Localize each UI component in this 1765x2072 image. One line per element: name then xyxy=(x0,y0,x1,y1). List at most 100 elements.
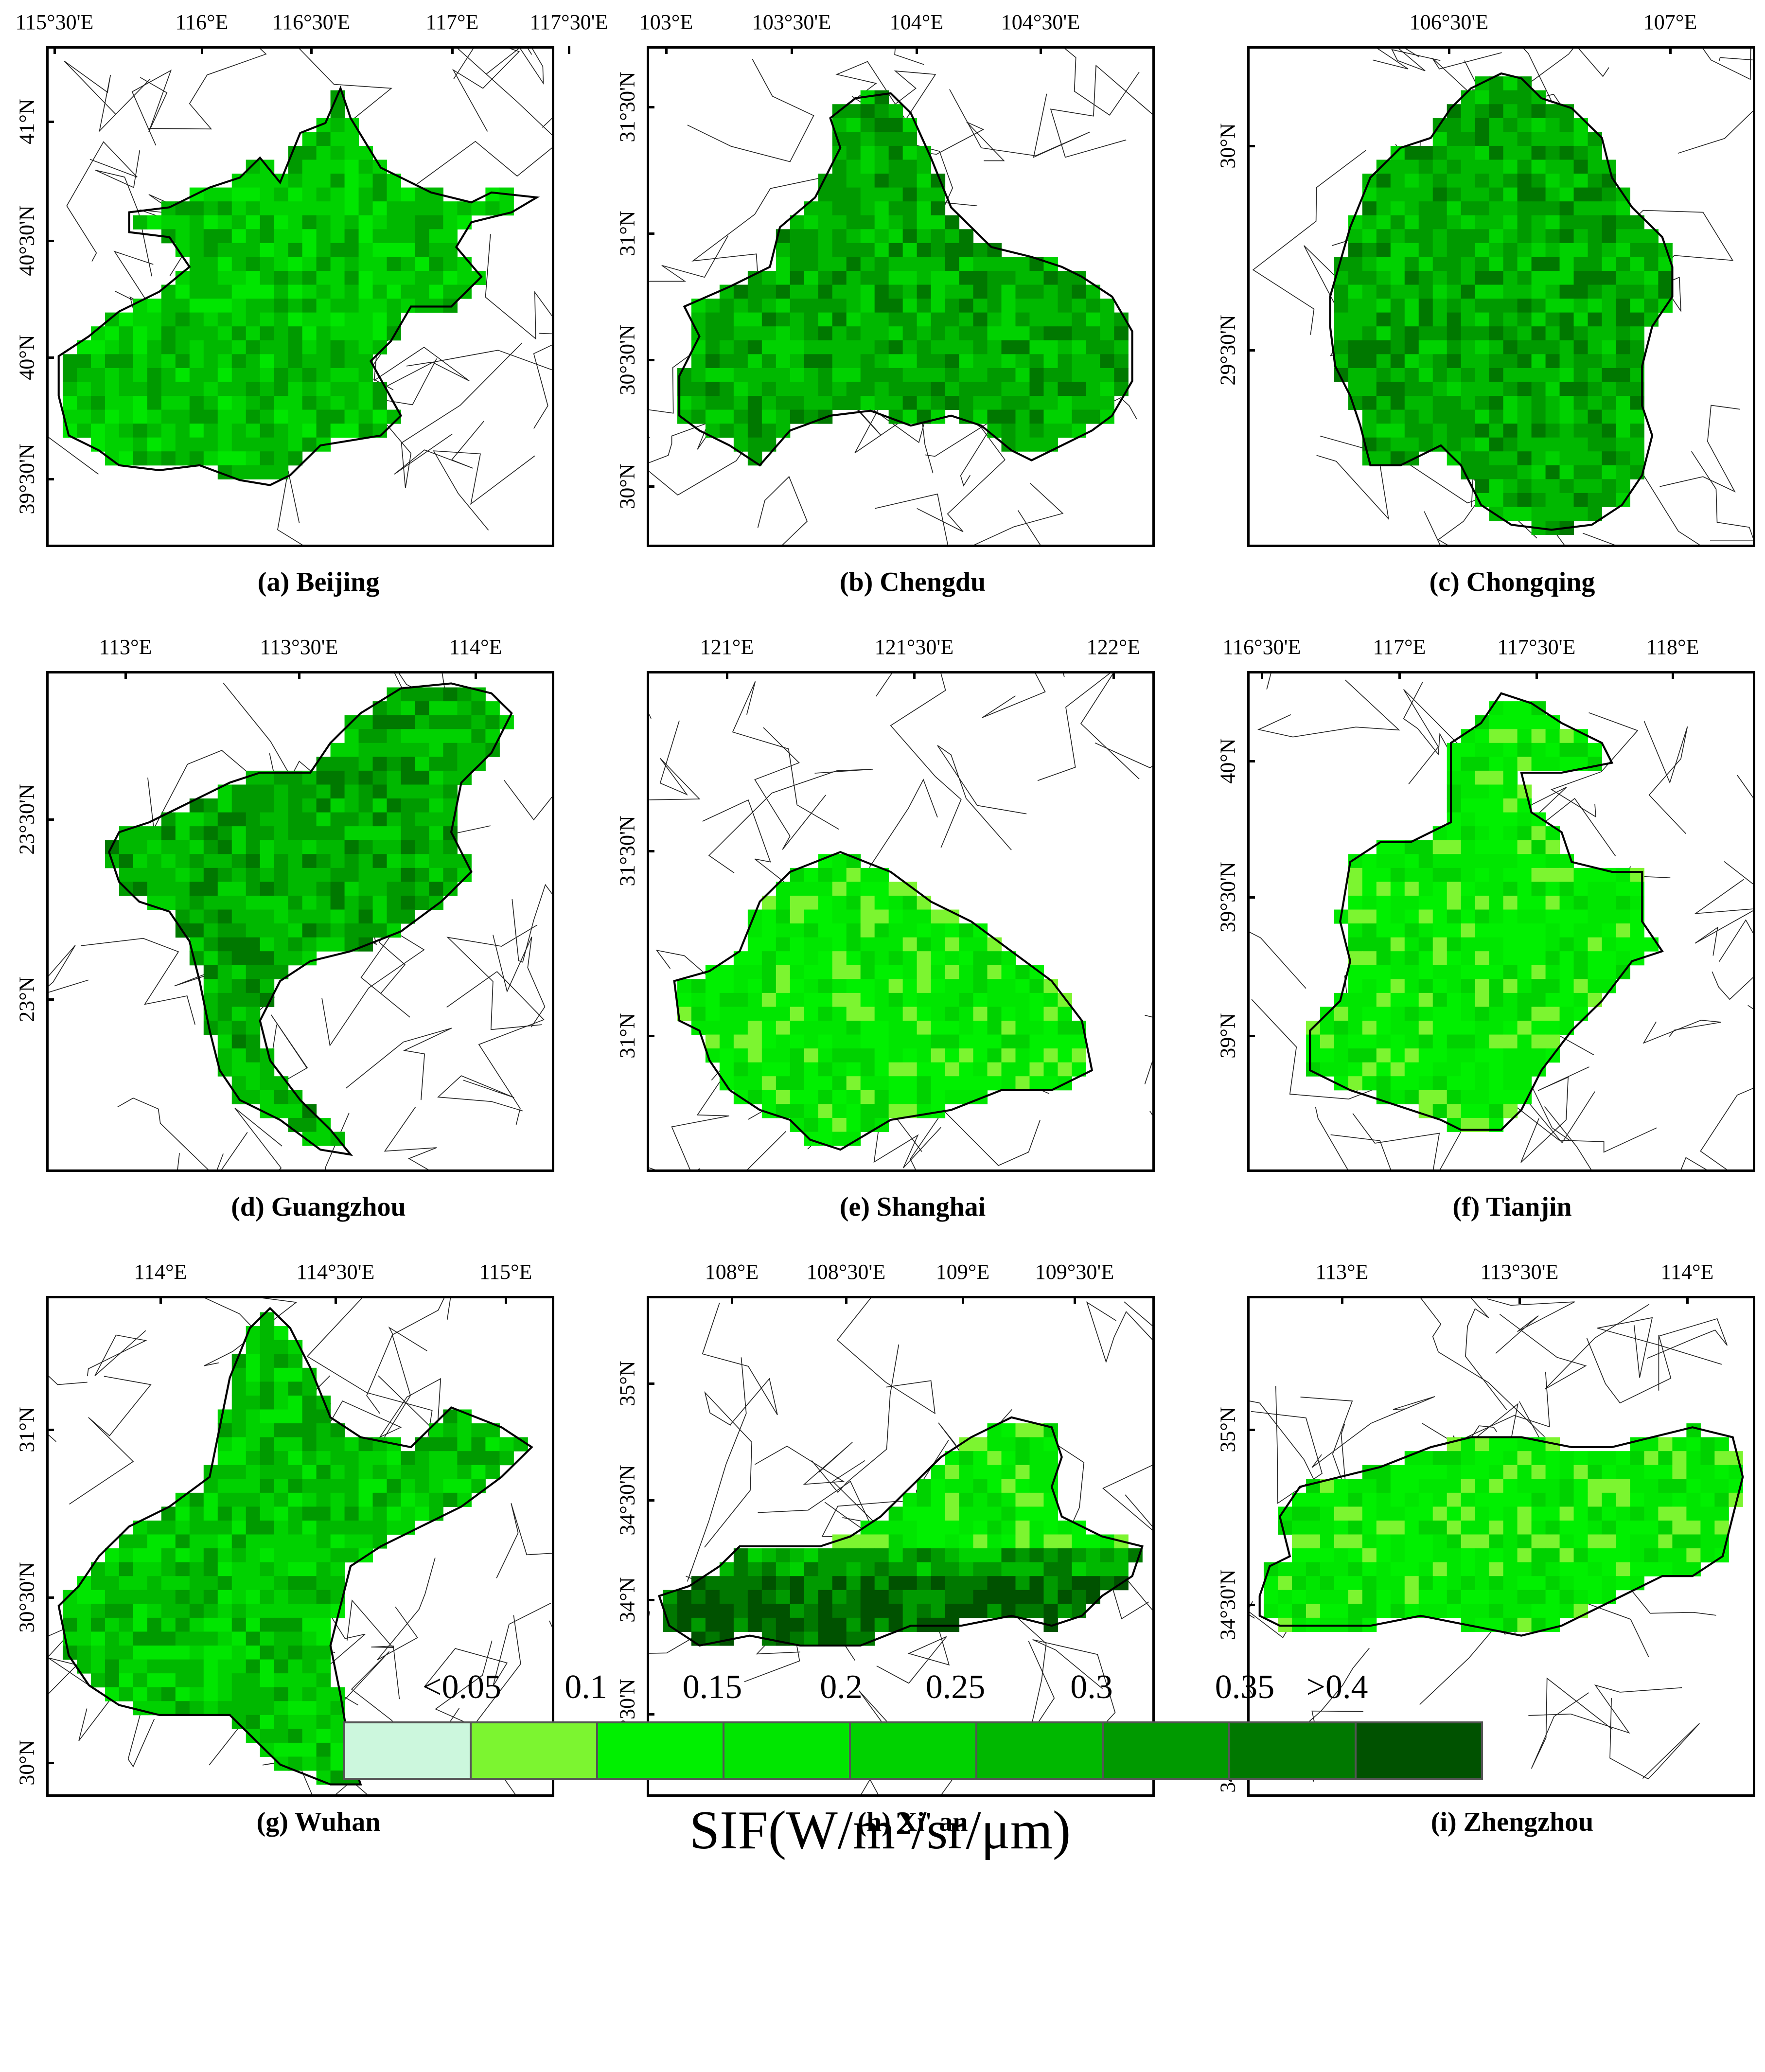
sif-cell xyxy=(1503,159,1518,174)
sif-cell xyxy=(1489,882,1504,896)
sif-cell xyxy=(1058,396,1072,410)
longitude-tick xyxy=(201,46,203,54)
sif-cell xyxy=(804,1548,819,1563)
sif-cell xyxy=(945,1090,960,1104)
sif-cell xyxy=(189,312,204,327)
sif-cell xyxy=(1072,1576,1086,1591)
sif-cell xyxy=(302,854,317,868)
sif-cell xyxy=(429,201,443,216)
sif-cell xyxy=(1489,715,1504,729)
sif-cell xyxy=(1559,368,1574,382)
sif-cell xyxy=(931,1034,946,1049)
sif-cell xyxy=(175,409,190,424)
sif-cell xyxy=(302,951,317,966)
sif-cell xyxy=(1686,1506,1701,1521)
sif-cell xyxy=(1348,382,1363,396)
sif-cell xyxy=(1559,354,1574,369)
sif-cell xyxy=(133,1576,148,1591)
sif-cell xyxy=(1291,1590,1306,1604)
sif-cell xyxy=(902,1048,918,1063)
sif-cell xyxy=(1475,174,1490,188)
sif-cell xyxy=(987,1007,1002,1021)
sif-cell xyxy=(147,354,162,369)
sif-cell xyxy=(443,701,458,716)
sif-cell xyxy=(902,1492,918,1507)
sif-cell xyxy=(274,840,289,854)
sif-cell xyxy=(316,812,331,827)
sif-cell xyxy=(217,1576,232,1591)
sif-cell xyxy=(931,1076,946,1091)
sif-cell xyxy=(203,992,218,1007)
sif-cell xyxy=(372,215,388,230)
sif-cell xyxy=(246,1007,261,1021)
sif-cell xyxy=(1503,1604,1518,1618)
sif-cell xyxy=(804,1048,819,1063)
sif-cell xyxy=(316,784,331,799)
latitude-tick xyxy=(647,1382,654,1385)
sif-cell xyxy=(846,326,861,341)
sif-cell xyxy=(1503,118,1518,132)
sif-cell xyxy=(246,1562,261,1576)
sif-cell xyxy=(1447,174,1462,188)
sif-cell xyxy=(231,854,247,868)
sif-cell xyxy=(1418,1479,1433,1493)
sif-cell xyxy=(832,1076,847,1091)
sif-cell xyxy=(147,1534,162,1549)
sif-cell xyxy=(1559,937,1574,952)
sif-cell xyxy=(415,257,429,271)
sif-cell xyxy=(973,1520,988,1535)
sif-cell xyxy=(1616,479,1630,494)
sif-cell xyxy=(776,1007,791,1021)
sif-cell xyxy=(260,826,275,841)
admin-boundary-line xyxy=(177,1153,224,1169)
sif-cell xyxy=(1461,854,1476,868)
sif-cell xyxy=(1602,1548,1616,1563)
sif-cell xyxy=(443,284,458,299)
sif-cell xyxy=(733,1021,748,1035)
sif-cell xyxy=(387,770,402,785)
sif-cell xyxy=(804,215,819,230)
admin-boundary-line xyxy=(757,476,808,545)
sif-cell xyxy=(1545,257,1560,271)
sif-cell xyxy=(203,1506,218,1521)
admin-boundary-line xyxy=(1149,1111,1152,1116)
sif-cell xyxy=(917,1062,932,1077)
sif-cell xyxy=(945,368,960,382)
sif-cell xyxy=(790,979,805,993)
admin-boundary-line xyxy=(1145,1014,1152,1018)
sif-cell xyxy=(415,201,429,216)
sif-cell xyxy=(888,174,903,188)
sif-cell xyxy=(1545,132,1560,146)
sif-cell xyxy=(902,895,918,910)
sif-cell xyxy=(246,243,261,257)
sif-cell xyxy=(846,174,861,188)
sif-cell xyxy=(1531,743,1546,757)
sif-cell xyxy=(860,1034,875,1049)
sif-cell xyxy=(387,284,402,299)
sif-cell xyxy=(372,784,388,799)
sif-cell xyxy=(1545,895,1560,910)
sif-cell xyxy=(860,299,875,313)
sif-cell xyxy=(1461,299,1476,313)
sif-cell xyxy=(1447,1048,1462,1063)
sif-cell xyxy=(1489,132,1504,146)
sif-cell xyxy=(1029,1534,1044,1549)
sif-cell xyxy=(931,270,946,285)
sif-cell xyxy=(1545,382,1560,396)
sif-cell xyxy=(987,368,1002,382)
sif-cell xyxy=(1503,937,1518,952)
sif-cell xyxy=(860,368,875,382)
sif-cell xyxy=(1043,1479,1058,1493)
sif-cell xyxy=(832,299,847,313)
sif-cell xyxy=(260,1506,275,1521)
sif-cell xyxy=(1432,312,1447,327)
sif-cell xyxy=(203,312,218,327)
sif-cell xyxy=(387,784,402,799)
sif-cell xyxy=(189,1631,204,1646)
sif-cell xyxy=(231,1395,247,1410)
sif-cell xyxy=(1686,1562,1701,1576)
sif-cell xyxy=(776,1076,791,1091)
sif-cell xyxy=(1418,229,1433,244)
sif-cell xyxy=(161,1659,176,1674)
sif-cell xyxy=(1447,1062,1462,1077)
